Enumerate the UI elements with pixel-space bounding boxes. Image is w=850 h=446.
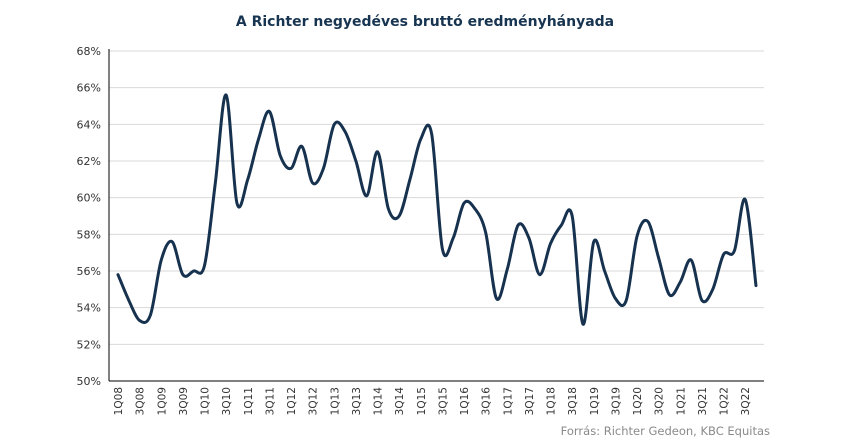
y-tick-label: 56% [77, 265, 101, 278]
y-tick-label: 50% [77, 375, 101, 388]
x-axis: 1Q08 3Q08 1Q09 3Q09 1Q10 3Q10 1Q11 3Q11 1Q12 3Q12… [109, 380, 764, 416]
y-tick-label: 52% [77, 338, 101, 351]
x-tick-label: 3Q18 [567, 387, 579, 415]
x-tick-label: 3Q10 [221, 387, 233, 415]
chart-title: A Richter negyedéves bruttó eredményhány… [235, 14, 615, 30]
x-tick-label: 3Q14 [394, 387, 406, 416]
x-tick-label: 1Q11 [243, 387, 255, 415]
x-tick-label: 1Q14 [373, 387, 385, 416]
x-tick-label: 3Q11 [264, 387, 276, 415]
x-tick-label: 3Q15 [437, 387, 449, 415]
x-tick-label: 3Q20 [654, 387, 666, 415]
series-line [116, 93, 758, 326]
series [116, 93, 758, 326]
x-tick-label: 3Q09 [178, 387, 190, 415]
x-tick-label: 3Q08 [135, 387, 147, 415]
x-tick-label: 1Q19 [589, 387, 601, 415]
x-tick-label: 1Q22 [719, 387, 731, 415]
x-tick-label: 1Q18 [546, 387, 558, 415]
source-note: Forrás: Richter Gedeon, KBC Equitas [560, 424, 770, 438]
x-tick-label: 3Q22 [740, 387, 752, 415]
x-tick-label: 3Q21 [697, 387, 709, 415]
y-tick-label: 54% [77, 302, 101, 315]
x-tick-label: 3Q17 [524, 387, 536, 415]
y-tick-label: 64% [77, 118, 101, 131]
x-tick-label: 3Q16 [481, 387, 493, 416]
y-axis: 50% 52% 54% 56% 58% 60% 62% 64% 66% 68% [77, 45, 110, 388]
x-tick-label: 1Q12 [286, 387, 298, 415]
x-tick-label: 1Q13 [329, 387, 341, 415]
x-tick-label: 1Q15 [416, 387, 428, 415]
x-tick-label: 1Q09 [156, 387, 168, 415]
x-tick-label: 3Q13 [351, 387, 363, 415]
x-tick-label: 1Q08 [113, 387, 125, 415]
x-tick-label: 1Q20 [632, 387, 644, 415]
x-tick-label: 1Q17 [502, 387, 514, 415]
y-tick-label: 58% [77, 228, 101, 241]
x-tick-label: 1Q16 [459, 387, 471, 416]
x-tick-label: 3Q12 [308, 387, 320, 415]
y-tick-label: 62% [77, 155, 101, 168]
x-tick-label: 3Q19 [610, 387, 622, 415]
y-tick-label: 66% [77, 82, 101, 95]
x-tick-label: 1Q21 [675, 387, 687, 415]
x-tick-label: 1Q10 [200, 387, 212, 415]
y-tick-label: 60% [77, 192, 101, 205]
y-tick-label: 68% [77, 45, 101, 58]
